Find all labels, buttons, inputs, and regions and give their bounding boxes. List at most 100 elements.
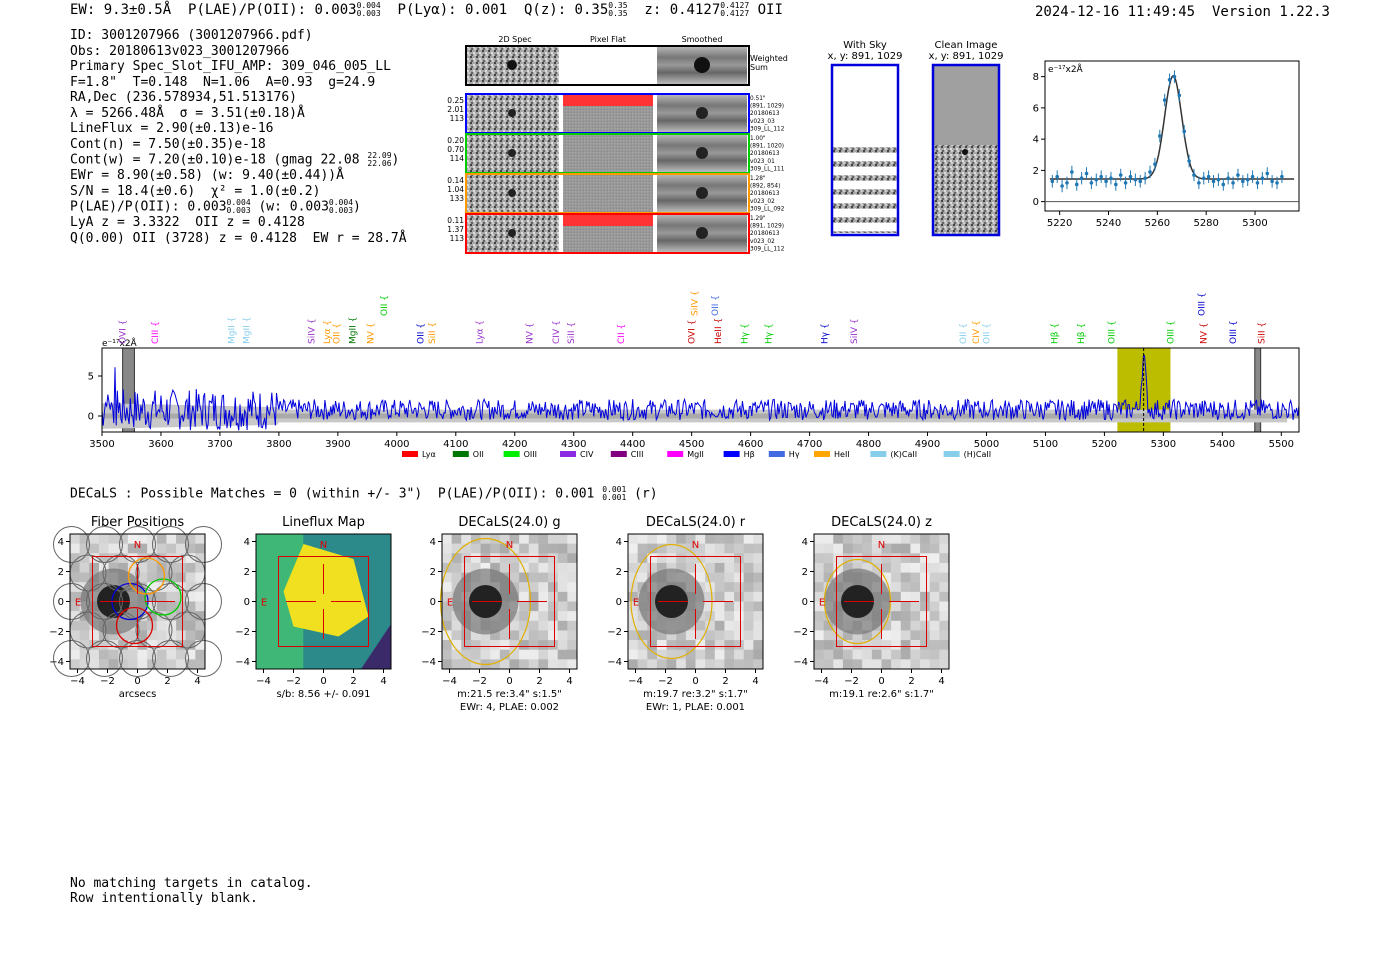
fit-point <box>1099 174 1103 179</box>
pixel <box>676 534 687 544</box>
plae-w-bounds: 0.004 0.003 <box>329 199 353 215</box>
row-detail: 20180613 <box>750 111 780 117</box>
pixel <box>666 534 677 544</box>
pixel <box>833 543 844 554</box>
row-pixel-flat <box>563 174 653 212</box>
spec-xtick-label: 3600 <box>148 439 173 450</box>
panel-ytick-label: 4 <box>616 537 622 548</box>
pixel <box>137 543 148 554</box>
panel-xtick-label: −4 <box>256 676 271 687</box>
pixel <box>743 572 754 583</box>
pixel <box>127 640 138 651</box>
pixel <box>538 591 549 602</box>
emission-line-label: CII { <box>617 324 627 344</box>
fit-point <box>1118 173 1123 177</box>
pixel <box>743 553 754 564</box>
pixel <box>70 601 80 612</box>
pixel <box>509 659 520 670</box>
pixel <box>147 543 158 554</box>
pixel <box>70 562 80 573</box>
pixel <box>557 572 568 583</box>
pixel <box>695 649 706 660</box>
pixel <box>823 543 834 554</box>
pixel <box>910 659 921 670</box>
pixel <box>724 534 735 544</box>
row-weight: 0.70 <box>447 145 464 154</box>
fiber-circle <box>185 526 222 563</box>
pixel <box>705 534 716 544</box>
pixel <box>714 601 725 612</box>
fit-ytick-label: 4 <box>1033 135 1039 146</box>
pixel <box>480 640 491 651</box>
pixel <box>538 601 549 612</box>
spec-ytick-label: 5 <box>88 372 94 383</box>
pixel <box>519 582 530 593</box>
legend-swatch <box>768 451 785 457</box>
panel-ytick-label: 0 <box>244 597 250 608</box>
panel-caption-2: EWr: 4, PLAE: 0.002 <box>460 702 559 713</box>
pixel <box>528 562 539 573</box>
pixel <box>628 582 638 593</box>
pixel <box>118 534 129 544</box>
pixel <box>538 611 549 622</box>
pixel <box>156 649 167 660</box>
pixel <box>900 649 911 660</box>
row-detail: 1.29" <box>750 216 766 222</box>
pixel <box>814 582 824 593</box>
pixel <box>98 543 109 554</box>
pixel <box>548 591 559 602</box>
pixel <box>637 649 648 660</box>
pixel <box>881 534 892 544</box>
pixel <box>714 649 725 660</box>
panel-ytick-label: 0 <box>616 597 622 608</box>
pixel <box>118 640 129 651</box>
pixel <box>910 620 921 631</box>
pixel <box>79 640 90 651</box>
pixel <box>528 620 539 631</box>
pixel <box>647 553 658 564</box>
pixel <box>166 591 177 602</box>
panel-xtick-label: 2 <box>908 676 914 687</box>
pixel <box>900 572 911 583</box>
qz-hi: 0.35 <box>608 1 628 10</box>
pixel <box>714 620 725 631</box>
pixel <box>628 562 638 573</box>
pixel <box>499 534 510 544</box>
pixel <box>166 534 177 544</box>
fit-point <box>1201 176 1206 180</box>
pixel <box>451 562 462 573</box>
pixel <box>900 582 911 593</box>
info-cont-n: Cont(n) = 7.50(±0.35)e-18 <box>70 136 266 152</box>
pixel <box>628 640 638 651</box>
pixel <box>70 640 80 651</box>
pixel <box>70 659 80 670</box>
pixel <box>920 611 931 622</box>
pixel <box>862 659 873 670</box>
pixel <box>705 630 716 641</box>
with-sky-xy: x, y: 891, 1029 <box>828 51 903 62</box>
pixel <box>842 630 853 641</box>
pixel <box>195 553 206 564</box>
pixel <box>156 562 167 573</box>
pixel <box>118 543 129 554</box>
pixel <box>823 630 834 641</box>
fiber-circle <box>102 554 140 592</box>
pixel <box>509 553 520 564</box>
weighted-sum-row: Weighted Sum <box>465 45 788 86</box>
emission-line-label: OIII { <box>1107 320 1117 344</box>
pixel <box>676 553 687 564</box>
pixel <box>900 611 911 622</box>
aperture-box <box>278 556 369 647</box>
legend-swatch <box>667 451 684 457</box>
info-lya-z: LyA z = 3.3322 OII z = 0.4128 <box>70 215 305 230</box>
fiber-circle <box>53 526 90 563</box>
pixel <box>871 649 882 660</box>
pixel <box>557 543 568 554</box>
fit-point <box>1123 181 1128 185</box>
pixel <box>734 640 745 651</box>
pixel <box>79 562 90 573</box>
fit-point <box>1104 179 1108 184</box>
pixel <box>714 553 725 564</box>
pixel <box>519 620 530 631</box>
